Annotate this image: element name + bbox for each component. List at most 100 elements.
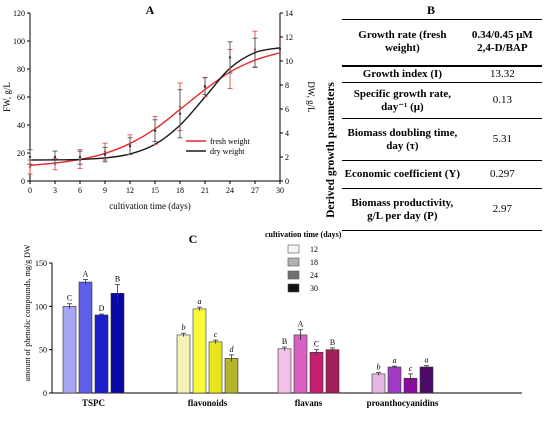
chart-a-left-tick-label: 120	[13, 9, 25, 18]
chart-a-point	[78, 155, 82, 159]
chart-c-category-label: flavonoids	[188, 398, 228, 408]
chart-c-bar-flavans-18	[293, 334, 308, 394]
chart-c-legend-swatch	[287, 257, 300, 267]
chart-c-y-tick-label: 50	[39, 346, 47, 355]
chart-c-bar-tspc-24	[94, 314, 109, 394]
chart-c-category-label: proanthocyanidins	[367, 398, 439, 408]
chart-c-y-tick-label: 0	[43, 389, 47, 398]
table-header-value: 0.34/0.45 μM 2,4-D/BAP	[462, 19, 542, 67]
chart-c-bar-flavans-12	[277, 348, 292, 394]
chart-c-bar-proanthocyanidins-30	[419, 366, 434, 394]
chart-a-left-tick-label: 100	[13, 37, 25, 46]
chart-c-bar-proanthocyanidins-18	[387, 366, 402, 394]
table-row-specific-growth-rate: Specific growth rate, day⁻¹ (μ) 0.13	[342, 82, 542, 119]
growth-curve-chart: A 0 3 6 9 12 15 18 21 24 27 3002040608010012002468…	[2, 3, 316, 211]
chart-c-significance-letter: C	[314, 340, 319, 349]
chart-a-legend-label: fresh weight	[210, 137, 251, 146]
table-cell-param: Growth index (I)	[342, 65, 463, 83]
table-header-row: Growth rate (fresh weight) 0.34/0.45 μM …	[342, 19, 542, 67]
chart-a-point	[253, 51, 257, 54]
table-cell-value: 13.32	[462, 65, 542, 83]
chart-a-point	[128, 145, 132, 148]
chart-c-legend-label: 30	[310, 284, 318, 293]
table-side-label-text: Derived growth parameters	[325, 82, 337, 218]
table-side-label: Derived growth parameters	[322, 67, 340, 233]
table-cell-param: Specific growth rate, day⁻¹ (μ)	[342, 82, 463, 119]
chart-c-bar-tspc-18	[78, 281, 93, 394]
table-header-param: Growth rate (fresh weight)	[342, 19, 463, 67]
chart-a-point	[278, 47, 282, 51]
chart-a-right-axis-label: DW, g/L	[306, 81, 316, 112]
chart-c-legend: cultivation time (days) 12 18 24 30	[265, 230, 342, 293]
chart-a-right-tick-label: 4	[285, 129, 289, 138]
chart-c-legend-swatch	[287, 270, 300, 280]
chart-c-bar-proanthocyanidins-12	[371, 373, 386, 394]
chart-a-right-tick-label: 2	[285, 153, 289, 162]
chart-a-x-tick-label: 0	[28, 186, 32, 195]
chart-c-significance-letter: c	[409, 364, 413, 373]
table-cell-param: Biomass doubling time, day (τ)	[342, 118, 463, 161]
table-row-doubling-time: Biomass doubling time, day (τ) 5.31	[342, 118, 542, 161]
chart-a-point	[278, 41, 282, 44]
chart-c-bar-flavans-30	[325, 349, 340, 394]
phenolic-compounds-chart: C C A D Bb a c d B A C Bb a c a 0 50 100 150 TSPC flavonoi…	[23, 230, 522, 408]
chart-c-legend-title: cultivation time (days)	[265, 230, 342, 239]
chart-c-legend-swatch	[287, 244, 300, 254]
chart-a-x-tick-label: 27	[251, 186, 259, 195]
table-row-economic-coefficient: Economic coefficient (Y) 0.297	[342, 160, 542, 189]
chart-a-point	[103, 153, 107, 156]
table-cell-param: Economic coefficient (Y)	[342, 160, 463, 189]
chart-c-bar-tspc-30	[110, 293, 125, 394]
chart-a-left-tick-label: 40	[17, 121, 25, 130]
chart-c-significance-letter: B	[115, 275, 120, 284]
chart-c-bar-flavans-24	[309, 351, 324, 394]
table-row-growth-index: Growth index (I) 13.32	[342, 65, 542, 83]
chart-a-x-axis-label: cultivation time (days)	[109, 201, 190, 211]
table-cell-value: 2.97	[462, 188, 542, 231]
table-cell-value: 5.31	[462, 118, 542, 161]
table-cell-param: Biomass productivity, g/L per day (P)	[342, 188, 463, 231]
chart-a-right-tick-label: 14	[285, 9, 293, 18]
chart-a-x-tick-label: 24	[226, 186, 234, 195]
chart-a-point	[203, 85, 207, 88]
chart-a-point	[28, 155, 32, 159]
chart-c-significance-letter: B	[330, 338, 335, 347]
chart-c-panel-letter: C	[189, 232, 198, 246]
chart-a-right-tick-label: 6	[285, 105, 289, 114]
chart-c-bar-flavonoids-30	[224, 358, 239, 394]
chart-a-right-tick-label: 10	[285, 57, 293, 66]
chart-a-x-tick-label: 18	[176, 186, 184, 195]
growth-parameters-table: B Derived growth parameters Growth rate …	[320, 3, 542, 233]
table-cell-value: 0.297	[462, 160, 542, 189]
chart-c-significance-letter: b	[377, 363, 381, 372]
table-cell-value: 0.13	[462, 82, 542, 119]
chart-c-legend-label: 18	[310, 258, 318, 267]
chart-c-y-tick-label: 100	[35, 302, 47, 311]
chart-c-significance-letter: a	[198, 297, 202, 306]
table-b-panel-letter: B	[426, 3, 435, 17]
chart-c-bar-flavonoids-18	[192, 308, 207, 394]
chart-a-x-tick-label: 6	[78, 186, 82, 195]
chart-a-point	[178, 112, 182, 116]
chart-a-x-tick-label: 9	[103, 186, 107, 195]
chart-c-significance-letter: D	[99, 304, 105, 313]
chart-a-point	[53, 155, 57, 159]
chart-c-bar-tspc-12	[62, 306, 77, 394]
chart-a-x-tick-label: 30	[276, 186, 284, 195]
chart-c-y-tick-label: 150	[35, 259, 47, 268]
chart-a-panel-letter: A	[146, 3, 155, 17]
chart-c-bar-flavonoids-24	[208, 341, 223, 394]
chart-c-significance-letter: d	[230, 345, 235, 354]
chart-a-left-tick-label: 80	[17, 65, 25, 74]
chart-c-category-label: flavans	[295, 398, 323, 408]
chart-a-point	[28, 165, 32, 169]
chart-a-legend-label: dry weight	[210, 147, 245, 156]
chart-a-x-tick-label: 12	[126, 186, 134, 195]
chart-a-left-tick-label: 20	[17, 149, 25, 158]
chart-a-left-tick-label: 60	[17, 93, 25, 102]
chart-a-x-tick-label: 15	[151, 186, 159, 195]
chart-a-point	[228, 56, 232, 59]
chart-a-left-axis-label: FW, g/L	[2, 82, 12, 112]
chart-c-y-axis-label: amount of phenolic compounds, mg/g DW	[23, 244, 32, 381]
